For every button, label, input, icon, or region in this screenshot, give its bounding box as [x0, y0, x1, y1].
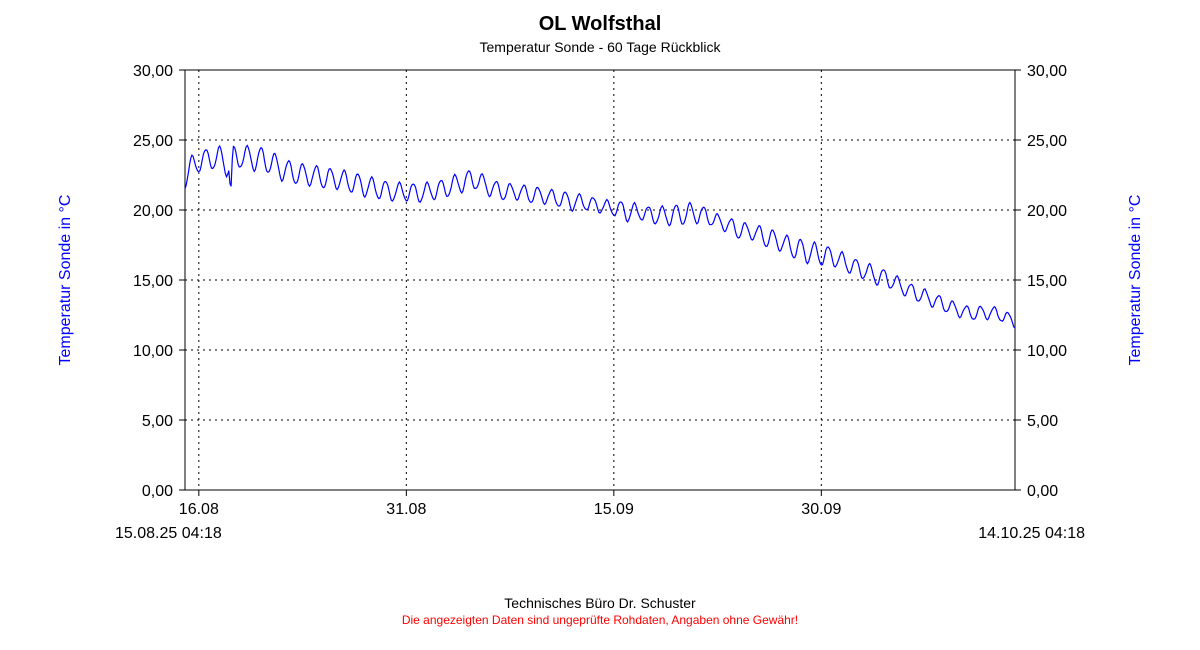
- y-tick-label: 0,00: [142, 483, 173, 500]
- y-tick-label: 20,00: [133, 203, 173, 220]
- temperature-series-line: [185, 146, 1015, 329]
- y-axis-label-left: Temperatur Sonde in °C: [57, 195, 74, 366]
- y-tick-labels-right: 0,00 5,00 10,00 15,00 20,00 25,00 30,00: [1027, 63, 1067, 500]
- chart-title: OL Wolfsthal: [539, 13, 662, 35]
- x-tick-labels: 16.08 31.08 15.09 30.09: [179, 501, 842, 518]
- x-tick-label: 15.09: [594, 501, 634, 518]
- y-tick-label: 30,00: [1027, 63, 1067, 80]
- footer-warning: Die angezeigten Daten sind ungeprüfte Ro…: [402, 613, 798, 627]
- y-tick-labels-left: 0,00 5,00 10,00 15,00 20,00 25,00 30,00: [133, 63, 173, 500]
- y-tick-label: 0,00: [1027, 483, 1058, 500]
- x-range-end-label: 14.10.25 04:18: [978, 525, 1085, 542]
- y-tick-label: 10,00: [133, 343, 173, 360]
- x-tick-label: 31.08: [386, 501, 426, 518]
- y-tick-label: 5,00: [1027, 413, 1058, 430]
- y-tick-label: 30,00: [133, 63, 173, 80]
- chart-subtitle: Temperatur Sonde - 60 Tage Rückblick: [480, 39, 722, 55]
- x-range-start-label: 15.08.25 04:18: [115, 525, 222, 542]
- temperature-chart: OL Wolfsthal Temperatur Sonde - 60 Tage …: [0, 0, 1200, 650]
- y-tick-label: 10,00: [1027, 343, 1067, 360]
- x-tick-label: 30.09: [801, 501, 841, 518]
- y-axis-label-right: Temperatur Sonde in °C: [1127, 195, 1144, 366]
- y-tick-label: 25,00: [133, 133, 173, 150]
- y-tick-label: 5,00: [142, 413, 173, 430]
- x-tick-label: 16.08: [179, 501, 219, 518]
- y-tick-label: 15,00: [133, 273, 173, 290]
- y-tick-label: 25,00: [1027, 133, 1067, 150]
- y-tick-label: 15,00: [1027, 273, 1067, 290]
- x-gridlines: [199, 70, 822, 496]
- y-tick-label: 20,00: [1027, 203, 1067, 220]
- footer-org: Technisches Büro Dr. Schuster: [504, 595, 696, 611]
